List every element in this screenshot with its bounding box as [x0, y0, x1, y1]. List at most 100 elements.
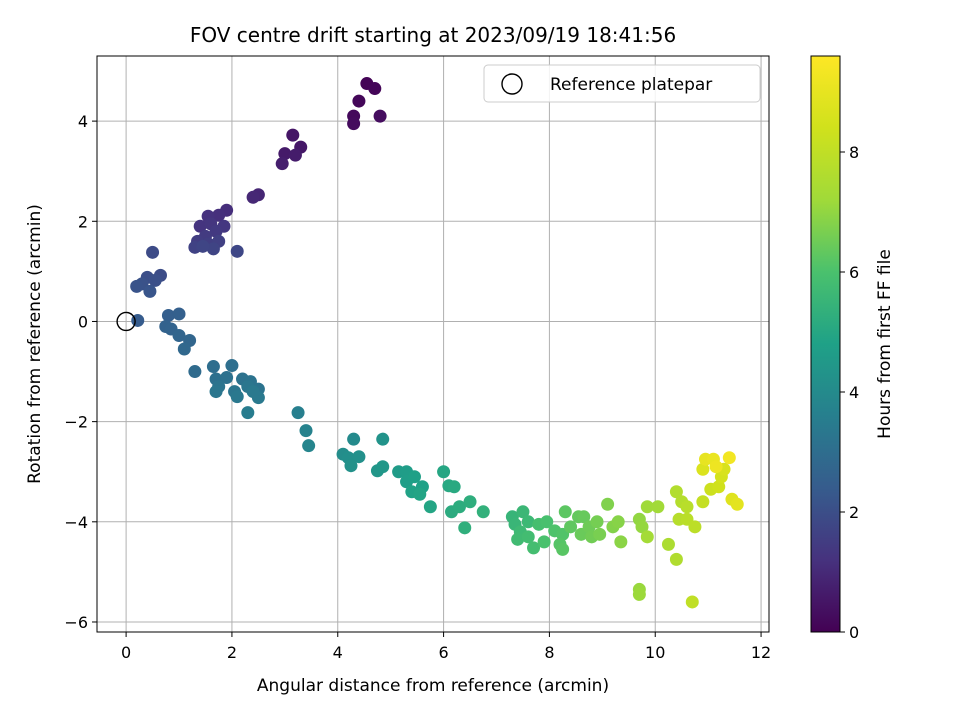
colorbar-ticks: 0 2 4 6 8 [840, 143, 859, 642]
x-tick-label: 6 [438, 643, 448, 662]
data-point [225, 359, 239, 373]
data-point [241, 406, 255, 420]
data-point [376, 432, 390, 446]
data-point [299, 424, 313, 438]
data-point [564, 520, 578, 534]
scatter-points [130, 77, 744, 609]
y-tick-label: 0 [78, 312, 88, 331]
data-point [516, 505, 530, 519]
data-point [590, 515, 604, 529]
data-point [527, 541, 541, 555]
data-point [632, 587, 646, 601]
x-tick-label: 4 [333, 643, 343, 662]
data-point [521, 530, 535, 544]
data-point [680, 500, 694, 514]
data-point [640, 530, 654, 544]
data-point [669, 485, 683, 499]
x-tick-label: 2 [227, 643, 237, 662]
x-tick-label: 8 [544, 643, 554, 662]
data-point [193, 219, 207, 233]
data-point [246, 190, 260, 204]
data-point [275, 157, 289, 171]
data-point [344, 459, 358, 473]
data-point [288, 148, 302, 162]
y-tick-label: −6 [64, 613, 88, 632]
data-point [688, 520, 702, 534]
x-axis-label: Angular distance from reference (arcmin) [257, 676, 609, 696]
y-tick-label: −4 [64, 513, 88, 532]
data-point [212, 208, 226, 222]
data-point [601, 497, 615, 511]
colorbar-tick-label: 0 [849, 623, 859, 642]
data-point [640, 500, 654, 514]
colorbar-tick-label: 8 [849, 143, 859, 162]
legend: Reference platepar [483, 64, 761, 103]
data-point [696, 495, 710, 509]
data-point [722, 451, 736, 465]
data-point [376, 460, 390, 474]
data-point [540, 515, 554, 529]
y-tick-label: −2 [64, 413, 88, 432]
data-point [209, 224, 223, 238]
data-point [146, 245, 160, 259]
legend-entry-label: Reference platepar [550, 75, 712, 95]
data-point [368, 82, 382, 96]
data-point [476, 505, 490, 519]
data-point [230, 244, 244, 258]
data-point [130, 279, 144, 293]
colorbar-gradient [810, 55, 841, 633]
y-axis-ticks: −6 −4 −2 0 2 4 [64, 112, 97, 632]
data-point [661, 537, 675, 551]
data-point [347, 432, 361, 446]
data-point [635, 520, 649, 534]
data-point [347, 117, 361, 131]
data-point [463, 495, 477, 509]
data-point [196, 239, 210, 253]
data-point [558, 505, 572, 519]
data-point [537, 535, 551, 549]
data-point [447, 480, 461, 494]
data-point [709, 460, 723, 474]
data-point [423, 500, 437, 514]
data-point [511, 532, 525, 546]
data-point [286, 128, 300, 142]
data-point [593, 527, 607, 541]
data-point [685, 595, 699, 609]
data-point [143, 284, 157, 298]
x-tick-label: 12 [751, 643, 771, 662]
data-point [230, 390, 244, 404]
data-point [352, 450, 366, 464]
data-point [407, 470, 421, 484]
colorbar-tick-label: 2 [849, 503, 859, 522]
data-point [413, 487, 427, 501]
legend-marker-open-circle [501, 73, 523, 95]
colorbar-label: Hours from first FF file [875, 249, 895, 439]
data-point [220, 371, 234, 385]
y-tick-label: 4 [78, 112, 88, 131]
data-point [188, 365, 202, 379]
colorbar-tick-label: 6 [849, 263, 859, 282]
data-point [172, 328, 186, 342]
data-point [614, 535, 628, 549]
data-point [246, 385, 260, 399]
reference-platepar-marker [116, 311, 136, 332]
data-point [278, 147, 292, 161]
data-point [556, 542, 570, 556]
data-point [209, 385, 223, 399]
data-point [452, 500, 466, 514]
data-point [172, 307, 186, 321]
y-axis-label: Rotation from reference (arcmin) [25, 204, 45, 484]
data-point [161, 308, 175, 322]
data-point [177, 342, 191, 356]
x-axis-ticks: 0 2 4 6 8 10 12 [121, 632, 771, 662]
y-tick-label: 2 [78, 212, 88, 231]
colorbar: 0 2 4 6 8 Hours from first FF file [810, 55, 895, 642]
data-point [730, 497, 744, 511]
data-point [373, 109, 387, 123]
data-point [148, 273, 162, 287]
data-point [712, 480, 726, 494]
data-point [651, 500, 665, 514]
data-point [302, 439, 316, 453]
legend-box [483, 64, 761, 103]
